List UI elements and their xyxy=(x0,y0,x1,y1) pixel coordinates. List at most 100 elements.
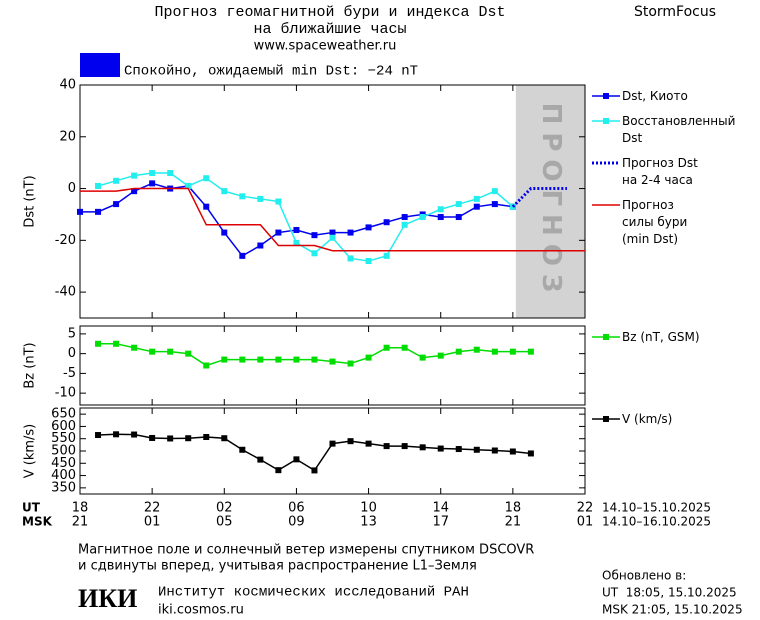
y-tick-label: -20 xyxy=(55,233,76,248)
x-tick-label: 14 xyxy=(432,501,449,516)
legend-symbol xyxy=(592,416,620,422)
data-point xyxy=(167,170,174,177)
data-point xyxy=(113,201,120,208)
data-point xyxy=(149,180,156,187)
forecast-label: ПРОГНОЗ xyxy=(536,103,566,301)
data-point xyxy=(437,214,444,221)
data-point xyxy=(275,229,282,236)
logo: ИКИ xyxy=(78,584,137,613)
data-point xyxy=(149,348,156,355)
legend-label: Dst, Киото xyxy=(622,89,688,103)
status-swatch xyxy=(80,53,120,77)
y-tick-label: 40 xyxy=(59,78,76,93)
data-point xyxy=(473,446,480,453)
data-point xyxy=(203,433,210,440)
x2-range-label: 14.10–16.10.2025 xyxy=(602,515,711,529)
data-point xyxy=(185,435,192,442)
status-text: Спокойно, ожидаемый min Dst: −24 nT xyxy=(124,63,418,80)
data-point xyxy=(131,188,138,195)
data-point xyxy=(455,446,462,453)
data-point xyxy=(329,229,336,236)
legend-label: Bz (nT, GSM) xyxy=(622,330,700,344)
data-point xyxy=(509,348,516,355)
data-point xyxy=(401,214,408,221)
data-point xyxy=(95,432,102,439)
y-tick-label: 550 xyxy=(51,431,76,446)
legend-item: V (km/s) xyxy=(590,411,672,428)
data-point xyxy=(473,195,480,202)
legend-label: Восстановленный Dst xyxy=(622,114,736,145)
data-point xyxy=(473,203,480,210)
data-point xyxy=(401,443,408,450)
x2-tick-label: 01 xyxy=(144,515,161,530)
x-axis-label: UT xyxy=(22,501,41,515)
data-point xyxy=(131,431,138,438)
data-point xyxy=(365,224,372,231)
y-axis-label: Dst (nT) xyxy=(23,175,38,227)
data-point xyxy=(473,346,480,353)
data-point xyxy=(455,201,462,208)
y-tick-label: 20 xyxy=(59,129,76,144)
data-point xyxy=(311,467,318,474)
x2-tick-label: 21 xyxy=(72,515,89,530)
data-point xyxy=(365,354,372,361)
data-point xyxy=(113,340,120,347)
data-point xyxy=(239,252,246,259)
data-point xyxy=(365,258,372,265)
data-point xyxy=(437,445,444,452)
data-point xyxy=(149,434,156,441)
data-point xyxy=(239,356,246,363)
plot-frame xyxy=(79,325,586,406)
legend: Dst, Киото Восстановленный Dst Прогноз Dst… xyxy=(590,88,735,256)
x2-tick-label: 13 xyxy=(360,515,377,530)
data-point xyxy=(185,182,192,189)
updated-label: Обновлено в: xyxy=(602,569,686,583)
data-point xyxy=(167,348,174,355)
x-range-label: 14.10–15.10.2025 xyxy=(602,501,711,515)
data-point xyxy=(491,447,498,454)
updated-msk: MSK 21:05, 15.10.2025 xyxy=(602,603,743,617)
data-point xyxy=(239,446,246,453)
data-point xyxy=(257,195,264,202)
y-axis-label: V (km/s) xyxy=(23,424,38,479)
x2-tick-label: 01 xyxy=(577,515,594,530)
data-point xyxy=(455,214,462,221)
data-point xyxy=(437,206,444,213)
data-point xyxy=(131,172,138,179)
y-tick-label: 0 xyxy=(68,181,76,196)
footer-note: Магнитное поле и солнечный ветер измерен… xyxy=(78,543,534,558)
y-tick-label: 5 xyxy=(68,326,76,341)
data-point xyxy=(419,444,426,451)
data-point xyxy=(329,234,336,241)
footer-note: и сдвинуты вперед, учитывая распростране… xyxy=(78,559,477,574)
y-tick-label: 0 xyxy=(68,346,76,361)
y-tick-label: 600 xyxy=(51,419,76,434)
data-point xyxy=(329,358,336,365)
legend-symbol xyxy=(592,161,620,165)
data-point xyxy=(149,170,156,177)
data-point xyxy=(221,188,228,195)
legend-symbol xyxy=(592,204,620,206)
y-tick-label: 350 xyxy=(51,480,76,495)
data-point xyxy=(491,201,498,208)
series-line xyxy=(80,187,585,252)
data-point xyxy=(203,362,210,369)
legend-marker xyxy=(603,416,609,422)
plot-frame xyxy=(79,84,586,319)
legend-label: Прогноз силы бури (min Dst) xyxy=(622,198,688,246)
y-tick-label: -40 xyxy=(55,285,76,300)
data-point xyxy=(383,344,390,351)
data-point xyxy=(239,193,246,200)
x2-tick-label: 21 xyxy=(505,515,522,530)
y-tick-label: 650 xyxy=(51,407,76,422)
legend-symbol xyxy=(592,118,620,124)
data-point xyxy=(77,208,83,215)
data-point xyxy=(221,435,228,442)
data-point xyxy=(329,440,336,447)
data-point xyxy=(257,456,264,463)
x-tick-label: 22 xyxy=(577,501,594,516)
x2-tick-label: 09 xyxy=(288,515,305,530)
data-point xyxy=(113,431,120,438)
legend-label: Прогноз Dst на 2-4 часа xyxy=(622,156,698,187)
